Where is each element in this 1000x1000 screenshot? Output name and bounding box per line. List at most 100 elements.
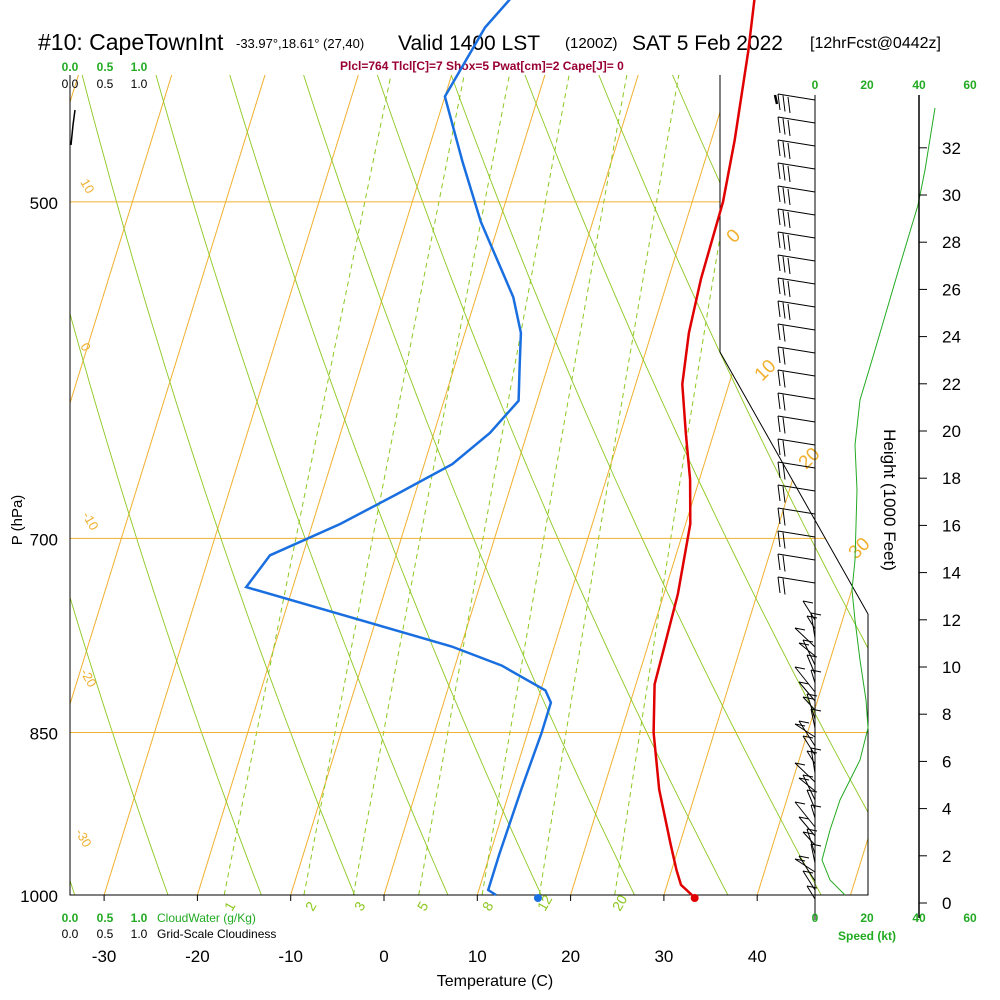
wind-barb-feather xyxy=(810,669,822,673)
temperature-tick-label: -20 xyxy=(185,947,210,966)
wind-barb-staff xyxy=(777,93,816,101)
wind-barb-feather xyxy=(782,578,786,595)
surface-dewpoint-marker xyxy=(533,894,542,902)
wind-barb-feather xyxy=(777,530,781,548)
mixing-ratio-label: 3 xyxy=(351,899,369,914)
dry-adiabat-line xyxy=(510,75,868,895)
wind-barb-feather xyxy=(777,507,781,525)
wind-barb-feather xyxy=(806,789,818,793)
isotherm-label: 20 xyxy=(795,444,825,474)
dry-adiabat-line xyxy=(138,75,660,895)
wind-barb-staff xyxy=(777,208,816,216)
wind-barb-feather xyxy=(777,438,781,456)
height-tick-label: 10 xyxy=(942,658,961,677)
wind-barb-staff xyxy=(777,346,816,354)
height-tick-label: 30 xyxy=(942,186,961,205)
wind-barb-feather xyxy=(782,118,786,135)
dry-adiabat-line xyxy=(70,75,470,895)
wind-barb-feather xyxy=(798,720,810,724)
wind-barb-feather xyxy=(777,484,781,502)
mixing-ratio-grid xyxy=(223,75,764,895)
wind-barb-staff xyxy=(810,804,816,819)
wind-barb-staff xyxy=(810,843,816,864)
dry-adiabat-grid xyxy=(70,75,868,895)
height-tick-label: 16 xyxy=(942,516,961,535)
wind-barb-staff xyxy=(802,774,816,801)
mixing-ratio-label: 20 xyxy=(609,892,631,914)
temperature-axis: -30 -20 -10 0 10 20 30 40 xyxy=(92,895,767,966)
wind-barb-staff xyxy=(777,507,816,515)
wind-barb-feather xyxy=(777,461,781,479)
isotherm-label: 0 xyxy=(723,225,745,247)
height-tick-label: 28 xyxy=(942,233,961,252)
cloudwater-trace xyxy=(70,109,76,146)
wind-barb-staff xyxy=(777,392,816,400)
dry-adiabat-line xyxy=(448,75,868,895)
speed-tick-label: 60 xyxy=(963,911,977,925)
wind-barb-staff xyxy=(777,277,816,285)
wind-barb-feather xyxy=(777,208,781,226)
pressure-tick-label: 700 xyxy=(30,530,58,549)
wind-barb-staff xyxy=(777,576,816,584)
wind-barb-feather xyxy=(777,93,781,111)
wind-barb-feather xyxy=(802,774,814,778)
wind-barb-feather xyxy=(806,693,818,697)
wind-barb-feather xyxy=(777,162,781,180)
temperature-tick-label: -10 xyxy=(278,947,303,966)
height-tick-label: 32 xyxy=(942,139,961,158)
wind-barb-feather xyxy=(798,642,810,646)
wind-barb-staff xyxy=(777,254,816,262)
valid-time: Valid 1400 LST xyxy=(398,32,540,55)
dry-adiabat-line xyxy=(70,75,92,895)
mixing-ratio-label: 8 xyxy=(479,899,497,914)
wind-barb-feather xyxy=(777,346,781,364)
cloudiness-scale-tick: 1.0 xyxy=(131,927,148,941)
wind-barb-feather xyxy=(794,666,806,670)
wind-barb-feather xyxy=(782,141,786,158)
wind-barb-feather xyxy=(782,463,786,480)
mixing-ratio-line xyxy=(352,75,529,895)
isotherm-line xyxy=(70,75,138,895)
cloudwater-scale-tick: 0.0 xyxy=(62,60,79,74)
mixing-ratio-label: 5 xyxy=(414,899,432,914)
isotherm-line xyxy=(663,75,868,895)
wind-barb-staff xyxy=(798,777,816,792)
wind-barb-feather xyxy=(794,801,806,805)
plot-boundary xyxy=(69,75,869,896)
height-tick-label: 14 xyxy=(942,564,961,583)
wind-barb-staff xyxy=(810,612,816,639)
wind-barb-feather xyxy=(777,116,781,134)
height-tick-label: 22 xyxy=(942,375,961,394)
wind-barb-feather xyxy=(810,843,822,847)
dry-adiabat-line xyxy=(76,75,565,895)
height-tick-label: 18 xyxy=(942,469,961,488)
wind-barb-feather xyxy=(782,394,786,411)
dewpoint-line xyxy=(244,0,553,897)
speed-axis-label: Speed (kt) xyxy=(838,929,896,943)
isotherm-line xyxy=(0,0,43,895)
isotherm-line xyxy=(70,75,324,895)
cloudiness-scale-tick: 0.5 xyxy=(97,927,114,941)
speed-tick-label: 20 xyxy=(860,78,874,92)
wind-barb-staff xyxy=(806,693,816,720)
wind-barb-feather xyxy=(782,279,786,296)
height-tick-label: 12 xyxy=(942,611,961,630)
wind-barb-feather xyxy=(782,348,786,365)
isotherm-line xyxy=(756,75,868,895)
wind-barbs xyxy=(773,93,822,900)
wind-barb-feather xyxy=(777,369,781,387)
height-tick-label: 2 xyxy=(942,847,951,866)
wind-barb-feather xyxy=(810,747,822,751)
wind-barb-feather xyxy=(787,211,791,229)
wind-barb-feather xyxy=(777,277,781,295)
wind-barb-staff xyxy=(777,116,816,124)
wind-barb-staff xyxy=(802,639,816,666)
cloudwater-scale-tick: 1.0 xyxy=(131,911,148,925)
wind-barb-feather xyxy=(782,417,786,434)
mixing-ratio-line xyxy=(538,75,697,895)
cloudiness-scale-tick: 0.0 xyxy=(62,77,79,91)
x-axis-label: Temperature (C) xyxy=(437,973,553,990)
wind-barb-staff xyxy=(810,669,816,684)
